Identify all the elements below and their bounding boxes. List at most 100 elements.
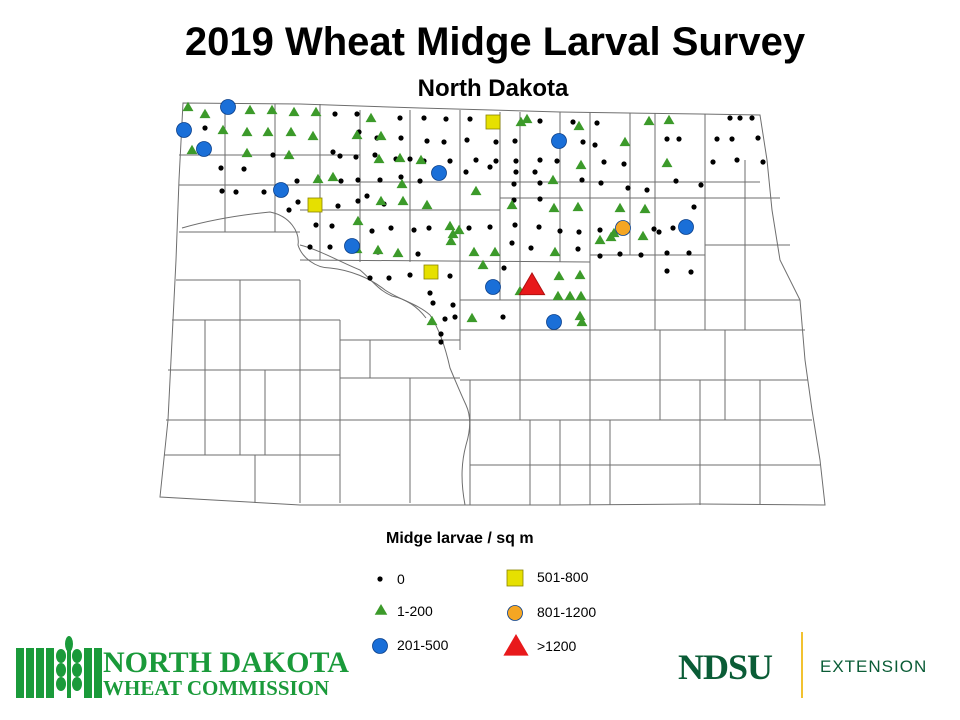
zero-count-dot (354, 111, 360, 117)
legend-large-triangle-symbol (503, 634, 529, 656)
zero-count-dot (528, 245, 534, 251)
one-to-200-triangle (515, 116, 527, 127)
one-to-200-triangle (283, 149, 295, 160)
zero-count-dot (427, 290, 433, 296)
one-to-200-triangle (547, 174, 559, 185)
one-to-200-triangle (307, 130, 319, 141)
one-to-200-triangle (447, 228, 459, 239)
zero-count-dot (438, 331, 444, 337)
zero-count-dot (295, 199, 301, 205)
two01-to-500-circle (220, 99, 236, 115)
one-to-200-triangle (575, 290, 587, 301)
one-to-200-triangle (397, 195, 409, 206)
zero-count-dot (467, 116, 473, 122)
legend-label-501-800: 501-800 (537, 569, 589, 585)
zero-count-dot (487, 224, 493, 230)
two01-to-500-circle (273, 182, 289, 198)
one-to-200-triangle (375, 195, 387, 206)
map-subtitle: North Dakota (417, 75, 569, 102)
zero-count-dot (386, 275, 392, 281)
zero-count-dot (532, 169, 538, 175)
zero-count-dot (644, 187, 650, 193)
missouri-river (181, 211, 471, 506)
one-to-200-triangle (182, 101, 194, 112)
two01-to-500-circle (431, 165, 447, 181)
one-to-200-triangle (266, 104, 278, 115)
zero-count-dot (664, 136, 670, 142)
one-to-200-triangle (575, 159, 587, 170)
zero-count-dot (500, 314, 506, 320)
zero-count-dot (407, 272, 413, 278)
zero-count-dot (294, 178, 300, 184)
zero-count-dot (466, 225, 472, 231)
one-to-200-triangle (639, 203, 651, 214)
zero-count-dot (286, 207, 292, 213)
zero-count-dot (407, 156, 413, 162)
one-to-200-triangle (506, 199, 518, 210)
zero-count-dot (676, 136, 682, 142)
one-to-200-triangle (574, 310, 586, 321)
zero-count-dot (509, 240, 515, 246)
two01-to-500-circle (678, 219, 694, 235)
one-to-200-triangle (574, 269, 586, 280)
one-to-200-triangle (548, 202, 560, 213)
two01-to-500-circle (485, 279, 501, 295)
zero-count-dot (537, 118, 543, 124)
two01-to-500-circle (176, 122, 192, 138)
zero-count-dot (353, 154, 359, 160)
ndsu-wordmark: NDSU (678, 647, 773, 687)
one-to-200-triangle (426, 315, 438, 326)
one-to-200-triangle (327, 171, 339, 182)
one-to-200-triangle (619, 136, 631, 147)
zero-count-dot (327, 244, 333, 250)
zero-count-dot (617, 251, 623, 257)
zero-count-dot (430, 300, 436, 306)
zero-count-dot (597, 253, 603, 259)
zero-count-dot (598, 180, 604, 186)
zero-count-dot (450, 302, 456, 308)
one-to-200-triangle (186, 144, 198, 155)
zero-count-dot (441, 139, 447, 145)
zero-count-dot (355, 198, 361, 204)
county-boundaries (159, 102, 826, 506)
zero-count-dot (557, 228, 563, 234)
zero-count-dot (367, 275, 373, 281)
one-to-200-triangle (262, 126, 274, 137)
zero-count-dot (749, 115, 755, 121)
zero-count-dot (664, 268, 670, 274)
legend-label-201-500: 201-500 (397, 637, 449, 653)
zero-count-dot (651, 226, 657, 232)
zero-count-dot (734, 157, 740, 163)
zero-count-dot (329, 223, 335, 229)
zero-count-dot (463, 169, 469, 175)
five01-to-800-square (307, 197, 323, 213)
one-to-200-triangle (468, 246, 480, 257)
zero-count-dot (424, 138, 430, 144)
zero-count-dot (597, 227, 603, 233)
zero-count-dot (330, 149, 336, 155)
wheat-commission-logo (16, 636, 102, 698)
zero-count-dot (241, 166, 247, 172)
one-to-200-triangle (312, 173, 324, 184)
one-to-200-triangle (637, 230, 649, 241)
zero-count-dot (536, 224, 542, 230)
one-to-200-triangle (351, 129, 363, 140)
zero-count-dot (686, 250, 692, 256)
zero-count-dot (714, 136, 720, 142)
zero-count-dot (537, 196, 543, 202)
legend-label-over-1200: >1200 (537, 638, 577, 654)
zero-count-dot (337, 153, 343, 159)
legend-triangle-symbol (374, 604, 388, 615)
zero-count-dot (218, 165, 224, 171)
zero-count-dot (335, 203, 341, 209)
one-to-200-triangle (605, 231, 617, 242)
one-to-200-triangle (445, 235, 457, 246)
zero-count-dot (332, 111, 338, 117)
zero-count-dot (398, 174, 404, 180)
legend-label-0: 0 (397, 571, 405, 587)
zero-count-dot (426, 225, 432, 231)
zero-count-dot (579, 177, 585, 183)
one-to-200-triangle (552, 290, 564, 301)
two01-to-500-circle (196, 141, 212, 157)
